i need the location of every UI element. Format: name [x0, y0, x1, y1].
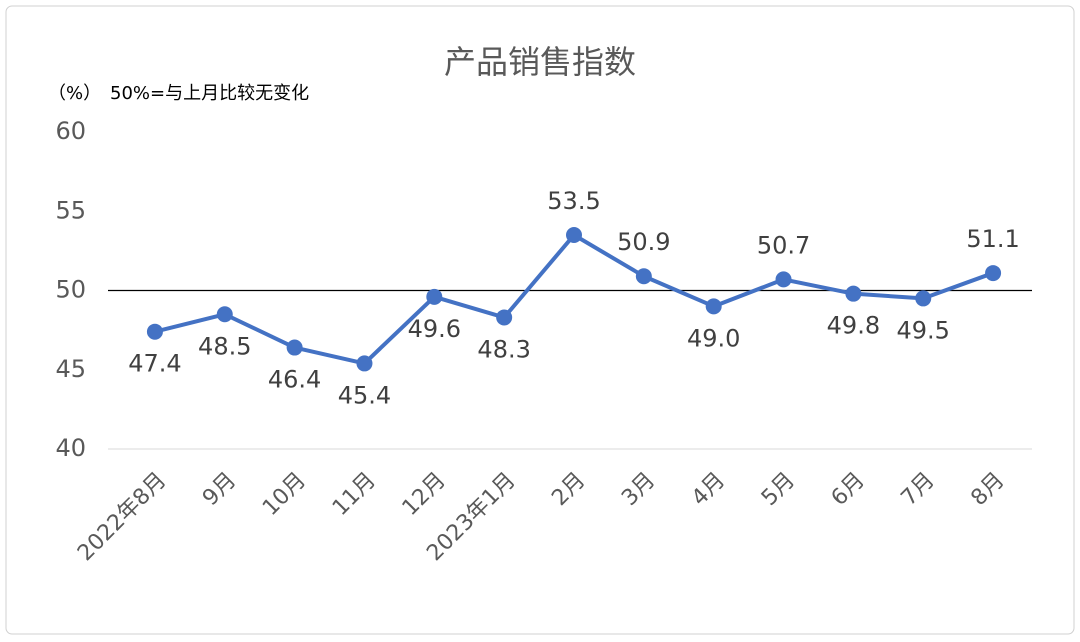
data-point: [216, 306, 233, 323]
data-label: 53.5: [547, 187, 600, 215]
data-point: [426, 288, 443, 305]
chart-border: [5, 5, 1075, 635]
data-label: 49.0: [687, 324, 740, 352]
data-label: 46.4: [268, 366, 321, 394]
data-point: [775, 271, 792, 288]
chart-title: 产品销售指数: [444, 43, 636, 81]
data-label: 45.4: [338, 381, 391, 409]
annotation: 50%=与上月比较无变化: [110, 83, 309, 104]
data-point: [985, 265, 1002, 282]
data-label: 49.8: [827, 312, 880, 340]
y-tick-label: 60: [55, 117, 86, 145]
data-label: 49.6: [408, 315, 461, 343]
data-point: [356, 355, 373, 372]
data-point: [845, 285, 862, 302]
data-point: [496, 309, 513, 326]
data-point: [286, 339, 303, 356]
data-label: 51.1: [966, 225, 1019, 253]
y-tick-label: 40: [55, 434, 86, 462]
y-unit: （%）: [48, 83, 101, 104]
data-label: 48.3: [477, 335, 530, 363]
y-tick-label: 55: [55, 196, 86, 224]
y-tick-label: 50: [55, 276, 86, 304]
data-point: [915, 290, 932, 307]
data-label: 47.4: [128, 350, 181, 378]
data-point: [705, 298, 722, 315]
data-label: 48.5: [198, 332, 251, 360]
data-point: [635, 268, 652, 285]
data-label: 50.9: [617, 228, 670, 256]
data-point: [146, 323, 163, 340]
data-label: 49.5: [897, 316, 950, 344]
y-tick-label: 45: [55, 355, 86, 383]
data-point: [566, 227, 582, 244]
data-label: 50.7: [757, 231, 810, 259]
